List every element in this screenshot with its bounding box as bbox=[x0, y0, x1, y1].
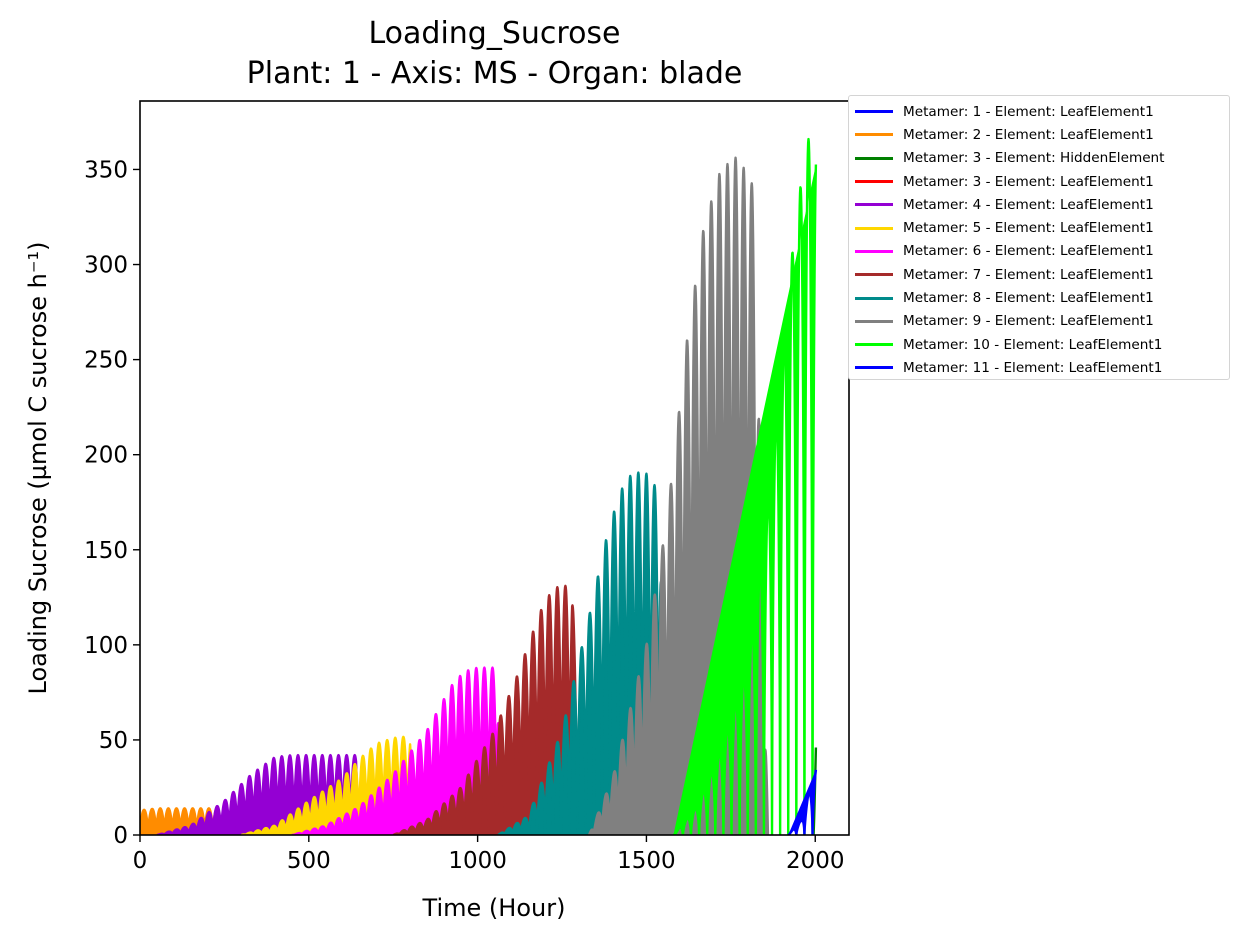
legend-label: Metamer: 2 - Element: LeafElement1 bbox=[903, 126, 1154, 143]
y-tick-label: 50 bbox=[99, 728, 128, 754]
legend-swatch bbox=[855, 156, 893, 160]
legend: Metamer: 1 - Element: LeafElement1 Metame… bbox=[848, 95, 1230, 380]
series-line-8 bbox=[392, 584, 584, 835]
legend-label: Metamer: 10 - Element: LeafElement1 bbox=[903, 336, 1163, 353]
legend-item: Metamer: 1 - Element: LeafElement1 bbox=[849, 100, 1229, 123]
legend-label: Metamer: 1 - Element: LeafElement1 bbox=[903, 103, 1154, 120]
legend-swatch bbox=[855, 343, 893, 347]
legend-item: Metamer: 8 - Element: LeafElement1 bbox=[849, 286, 1229, 309]
legend-item: Metamer: 2 - Element: LeafElement1 bbox=[849, 123, 1229, 146]
legend-item: Metamer: 10 - Element: LeafElement1 bbox=[849, 333, 1229, 356]
legend-swatch bbox=[855, 366, 893, 370]
series-layer bbox=[140, 137, 818, 835]
legend-item: Metamer: 3 - Element: HiddenElement bbox=[849, 147, 1229, 170]
plot-frame bbox=[139, 100, 850, 836]
legend-label: Metamer: 7 - Element: LeafElement1 bbox=[903, 266, 1154, 283]
y-tick-label: 0 bbox=[113, 823, 128, 849]
y-tick-label: 350 bbox=[84, 157, 128, 183]
legend-item: Metamer: 5 - Element: LeafElement1 bbox=[849, 216, 1229, 239]
legend-label: Metamer: 3 - Element: LeafElement1 bbox=[903, 173, 1154, 190]
legend-label: Metamer: 5 - Element: LeafElement1 bbox=[903, 220, 1154, 237]
series-line-7 bbox=[291, 666, 503, 835]
y-tick-label: 100 bbox=[84, 633, 128, 659]
x-tick-label: 500 bbox=[287, 848, 331, 874]
legend-item: Metamer: 4 - Element: LeafElement1 bbox=[849, 193, 1229, 216]
legend-label: Metamer: 6 - Element: LeafElement1 bbox=[903, 243, 1154, 260]
chart-title: Loading_Sucrose bbox=[368, 16, 621, 51]
x-tick-label: 1500 bbox=[617, 848, 676, 874]
legend-label: Metamer: 8 - Element: LeafElement1 bbox=[903, 290, 1154, 307]
series-line-12 bbox=[787, 769, 818, 835]
legend-swatch bbox=[855, 319, 893, 323]
legend-item: Metamer: 11 - Element: LeafElement1 bbox=[849, 356, 1229, 379]
y-axis: 0 50 100 150 200 250 300 350 bbox=[84, 157, 140, 849]
y-tick-label: 300 bbox=[84, 253, 128, 279]
x-axis: 0 500 1000 1500 2000 bbox=[133, 835, 845, 874]
y-tick-label: 200 bbox=[84, 443, 128, 469]
x-tick-label: 1000 bbox=[448, 848, 507, 874]
legend-label: Metamer: 4 - Element: LeafElement1 bbox=[903, 196, 1154, 213]
chart-subtitle: Plant: 1 - Axis: MS - Organ: blade bbox=[246, 56, 743, 91]
legend-label: Metamer: 11 - Element: LeafElement1 bbox=[903, 359, 1163, 376]
legend-swatch bbox=[855, 203, 893, 207]
legend-swatch bbox=[855, 273, 893, 277]
legend-swatch bbox=[855, 180, 893, 184]
legend-swatch bbox=[855, 110, 893, 114]
y-axis-label: Loading Sucrose (µmol C sucrose h⁻¹) bbox=[24, 242, 52, 695]
x-axis-label: Time (Hour) bbox=[422, 894, 566, 922]
x-tick-label: 0 bbox=[133, 848, 148, 874]
legend-swatch bbox=[855, 296, 893, 300]
legend-swatch bbox=[855, 133, 893, 137]
legend-label: Metamer: 3 - Element: HiddenElement bbox=[903, 150, 1165, 167]
x-tick-label: 2000 bbox=[786, 848, 845, 874]
legend-item: Metamer: 3 - Element: LeafElement1 bbox=[849, 170, 1229, 193]
legend-item: Metamer: 7 - Element: LeafElement1 bbox=[849, 263, 1229, 286]
series-line-10 bbox=[587, 156, 770, 835]
legend-swatch bbox=[855, 226, 893, 230]
legend-swatch bbox=[855, 249, 893, 253]
y-tick-label: 150 bbox=[84, 538, 128, 564]
legend-label: Metamer: 9 - Element: LeafElement1 bbox=[903, 313, 1154, 330]
legend-item: Metamer: 6 - Element: LeafElement1 bbox=[849, 240, 1229, 263]
legend-item: Metamer: 9 - Element: LeafElement1 bbox=[849, 310, 1229, 333]
series-line-11 bbox=[672, 137, 818, 835]
y-tick-label: 250 bbox=[84, 348, 128, 374]
